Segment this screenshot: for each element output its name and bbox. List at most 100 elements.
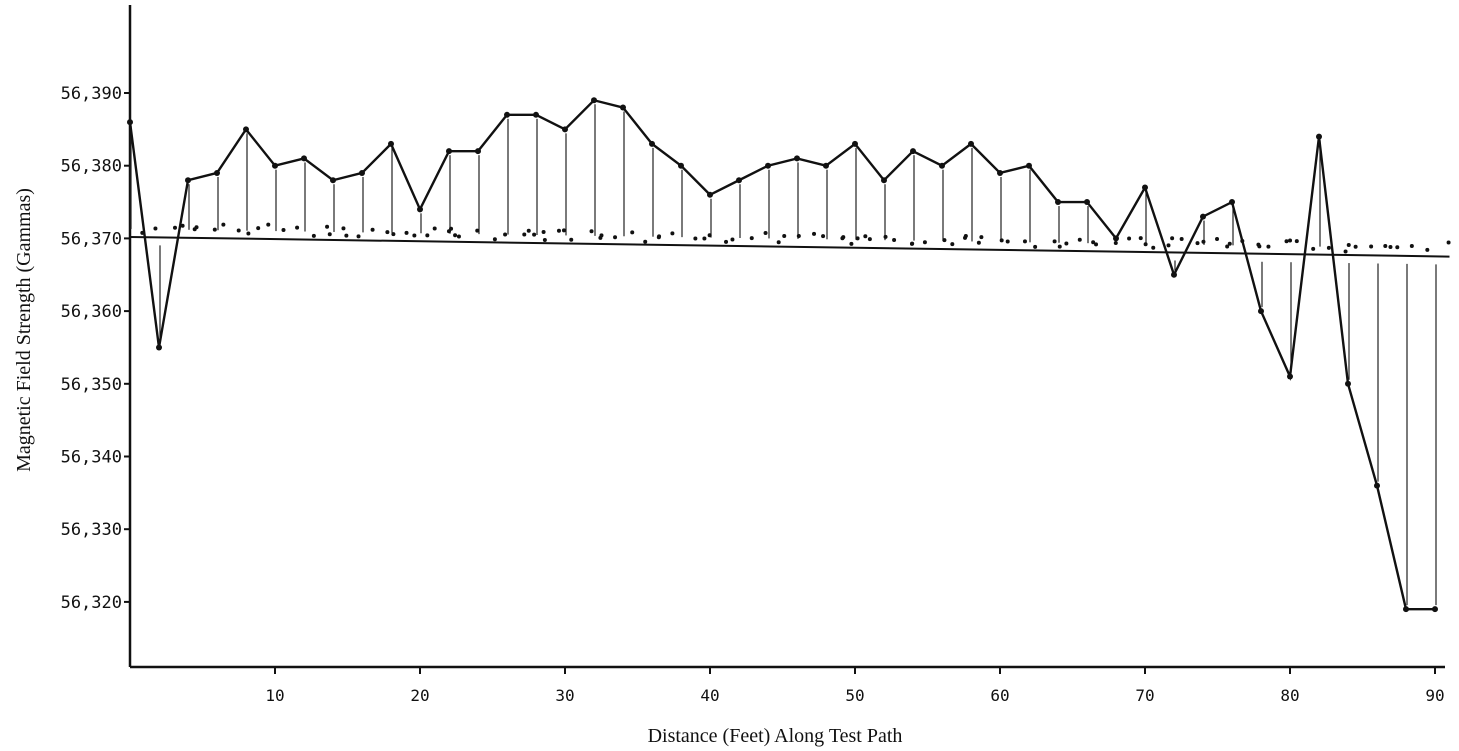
reading-dot: [892, 237, 897, 242]
trend-line: [129, 235, 1450, 258]
y-tick-label: 56,350: [61, 375, 122, 395]
reading-dot: [1369, 244, 1374, 249]
reading-dot: [1395, 245, 1400, 250]
data-point: [968, 140, 974, 147]
reading-dot: [341, 226, 346, 231]
data-point: [504, 111, 510, 118]
reading-dot: [749, 236, 754, 241]
reading-dot: [643, 239, 648, 244]
data-point: [910, 148, 916, 155]
y-tick-label: 56,340: [61, 448, 122, 468]
reading-dot: [385, 230, 390, 235]
reading-dot: [812, 231, 817, 236]
reading-dot: [855, 236, 860, 241]
x-tick-label: 90: [1425, 686, 1444, 705]
reading-dot: [1143, 242, 1148, 247]
x-tick-label: 10: [265, 686, 284, 705]
reading-dot: [522, 232, 527, 237]
data-point: [1374, 482, 1380, 489]
data-point: [1171, 271, 1177, 278]
x-axis-title: Distance (Feet) Along Test Path: [648, 725, 903, 747]
data-point: [127, 119, 133, 126]
data-point: [214, 169, 220, 176]
x-tick-label: 80: [1280, 686, 1299, 705]
reading-dot: [1138, 236, 1143, 241]
data-point: [1316, 133, 1322, 140]
reading-dot: [172, 225, 177, 230]
data-point: [533, 111, 539, 118]
data-point: [301, 155, 307, 162]
reading-dot: [266, 222, 271, 227]
plot-area: 56,320 56,330 56,340 56,350 56,360 56,370 56,3…: [61, 5, 1451, 705]
data-point: [1084, 199, 1090, 206]
data-point: [1287, 373, 1293, 380]
reading-dot: [569, 237, 574, 242]
reading-dot: [630, 230, 635, 235]
reading-dot: [246, 231, 251, 236]
data-point: [272, 162, 278, 169]
y-tick-label: 56,360: [61, 302, 122, 322]
reading-dot: [1195, 241, 1200, 246]
reading-dot: [963, 233, 968, 238]
data-point: [881, 177, 887, 184]
reading-dot: [1227, 241, 1232, 246]
data-point: [1403, 606, 1409, 613]
reading-dot: [1113, 240, 1118, 245]
reading-dot: [492, 237, 497, 242]
data-point: [562, 126, 568, 133]
reading-dot: [657, 234, 662, 239]
y-tick-label: 56,370: [61, 229, 122, 249]
data-point: [1345, 380, 1351, 387]
y-tick-label: 56,320: [61, 593, 122, 613]
x-tick-label: 40: [700, 686, 719, 705]
reading-dot: [950, 242, 955, 247]
reading-dot: [1257, 244, 1262, 249]
reading-dot: [194, 225, 199, 230]
data-point: [591, 97, 597, 104]
data-point: [243, 126, 249, 133]
data-point: [794, 155, 800, 162]
data-point: [1113, 235, 1119, 242]
reading-dot: [1266, 244, 1271, 249]
reading-dot: [1057, 244, 1062, 249]
data-point: [475, 148, 481, 155]
data-point: [1200, 213, 1206, 220]
y-tick-label: 56,390: [61, 84, 122, 104]
data-point: [997, 169, 1003, 176]
data-point: [1432, 606, 1438, 613]
reading-dot: [404, 230, 409, 235]
reading-dot: [1388, 245, 1393, 250]
field-strength-line: [128, 98, 1435, 611]
reading-dot: [1151, 245, 1156, 250]
x-tick-label: 30: [555, 686, 574, 705]
reading-dot: [1240, 238, 1245, 243]
reading-dot: [311, 233, 316, 238]
data-point: [156, 344, 162, 351]
x-tick-label: 70: [1135, 686, 1154, 705]
reading-dot: [561, 228, 566, 233]
reading-dot: [1091, 240, 1096, 245]
reading-dot: [1446, 240, 1451, 245]
reading-dot: [425, 233, 430, 238]
reading-dot: [867, 237, 872, 242]
reading-dot: [976, 240, 981, 245]
data-point: [446, 148, 452, 155]
data-point: [1229, 199, 1235, 206]
reading-dot: [796, 234, 801, 239]
reading-dot: [1383, 243, 1388, 248]
reading-dot: [391, 232, 396, 237]
reading-dot: [863, 234, 868, 239]
reading-dot: [1353, 244, 1358, 249]
x-tick-label: 20: [410, 686, 429, 705]
reading-dot: [942, 238, 947, 243]
reading-dot: [325, 224, 330, 229]
reading-dot: [782, 234, 787, 239]
reading-dot: [221, 222, 226, 227]
y-axis-title: Magnetic Field Strength (Gammas): [13, 188, 35, 472]
reading-dot: [344, 233, 349, 238]
reading-dot: [446, 229, 451, 234]
reading-dot: [432, 226, 437, 231]
reading-dot: [180, 223, 185, 228]
reading-dot: [999, 238, 1004, 243]
